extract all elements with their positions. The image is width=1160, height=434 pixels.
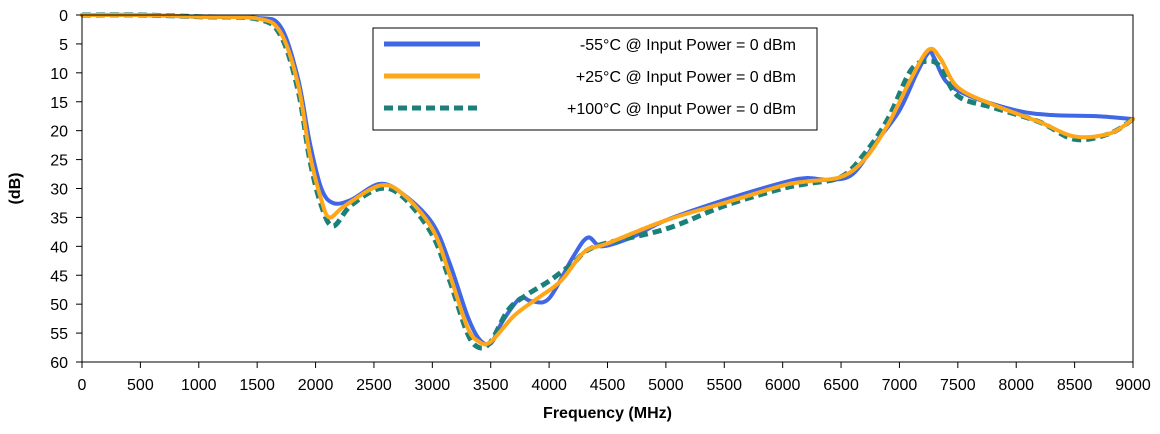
legend-label-1: -55°C @ Input Power = 0 dBm — [580, 37, 796, 54]
legend: -55°C @ Input Power = 0 dBm +25°C @ Input… — [372, 27, 818, 131]
x-axis-title: Frequency (MHz) — [543, 405, 672, 422]
legend-label-2: +25°C @ Input Power = 0 dBm — [576, 69, 796, 86]
y-tick-label: 40 — [50, 239, 68, 256]
x-tick-label: 2500 — [356, 377, 392, 394]
x-tick-label: 4000 — [531, 377, 567, 394]
y-tick-label: 35 — [50, 210, 68, 227]
x-tick-label: 7000 — [882, 377, 918, 394]
x-tick-label: 1000 — [181, 377, 217, 394]
x-tick-label: 5500 — [706, 377, 742, 394]
y-tick-label: 15 — [50, 95, 68, 112]
x-tick-label: 9000 — [1115, 377, 1151, 394]
x-tick-label: 3500 — [473, 377, 509, 394]
y-tick-label: 60 — [50, 355, 68, 372]
x-tick-label: 6000 — [765, 377, 801, 394]
series-layer — [80, 12, 1135, 351]
y-tick-label: 25 — [50, 153, 68, 170]
y-tick-label: 50 — [50, 297, 68, 314]
y-tick-label: 5 — [59, 37, 68, 54]
axis-ticks — [76, 14, 1134, 368]
y-tick-label: 55 — [50, 326, 68, 343]
x-tick-label: 500 — [127, 377, 154, 394]
y-tick-label: 45 — [50, 268, 68, 285]
y-axis-title: (dB) — [7, 173, 24, 205]
x-tick-label: 6500 — [823, 377, 859, 394]
series-line-3 — [81, 12, 1135, 351]
legend-label-3: +100°C @ Input Power = 0 dBm — [567, 101, 796, 118]
x-tick-label: 7500 — [940, 377, 976, 394]
x-tick-label: 5000 — [648, 377, 684, 394]
x-tick-label: 3000 — [415, 377, 451, 394]
tick-labels: 0 500 1000 1500 2000 2500 3000 3500 4000 4500 5000… — [50, 8, 1151, 394]
y-tick-label: 20 — [50, 124, 68, 141]
x-tick-label: 2000 — [298, 377, 334, 394]
y-tick-label: 10 — [50, 66, 68, 83]
x-tick-label: 8500 — [1057, 377, 1093, 394]
x-tick-label: 1500 — [239, 377, 275, 394]
series-line-2 — [80, 12, 1135, 347]
y-tick-label: 30 — [50, 182, 68, 199]
y-tick-label: 0 — [59, 8, 68, 25]
x-tick-label: 0 — [78, 377, 87, 394]
x-tick-label: 4500 — [590, 377, 626, 394]
x-tick-label: 8000 — [998, 377, 1034, 394]
